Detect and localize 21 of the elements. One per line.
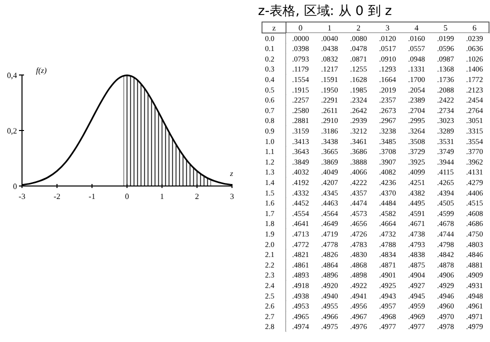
x-tick-label: 4	[414, 24, 418, 32]
x-tick-label: 5	[444, 24, 448, 32]
x-axis-title: z	[229, 169, 234, 178]
x-tick-label: 1	[328, 24, 332, 32]
x-tick-label: 3	[230, 192, 234, 201]
x-tick-label: 2	[356, 24, 360, 32]
y-axis-title: f(z)	[36, 66, 47, 75]
x-tick-label: 0	[298, 24, 302, 32]
x-tick-label: 2	[195, 192, 199, 201]
x-tick-label: -2	[54, 192, 60, 201]
x-tick-label: 6	[472, 24, 476, 32]
x-tick-label: 3	[386, 24, 390, 32]
x-tick-label: 0	[125, 192, 129, 201]
x-tick-label: 1	[160, 192, 164, 201]
chart-title: z-表格, 区域: 从 0 到 z	[258, 4, 392, 19]
y-axis-title: z	[272, 24, 276, 32]
y-tick-label: 0	[13, 182, 17, 191]
y-tick-label: 0,4	[7, 71, 17, 80]
x-tick-label: -1	[88, 192, 96, 201]
x-tick-label: -3	[18, 192, 26, 201]
y-tick-label: 0,2	[7, 126, 17, 136]
